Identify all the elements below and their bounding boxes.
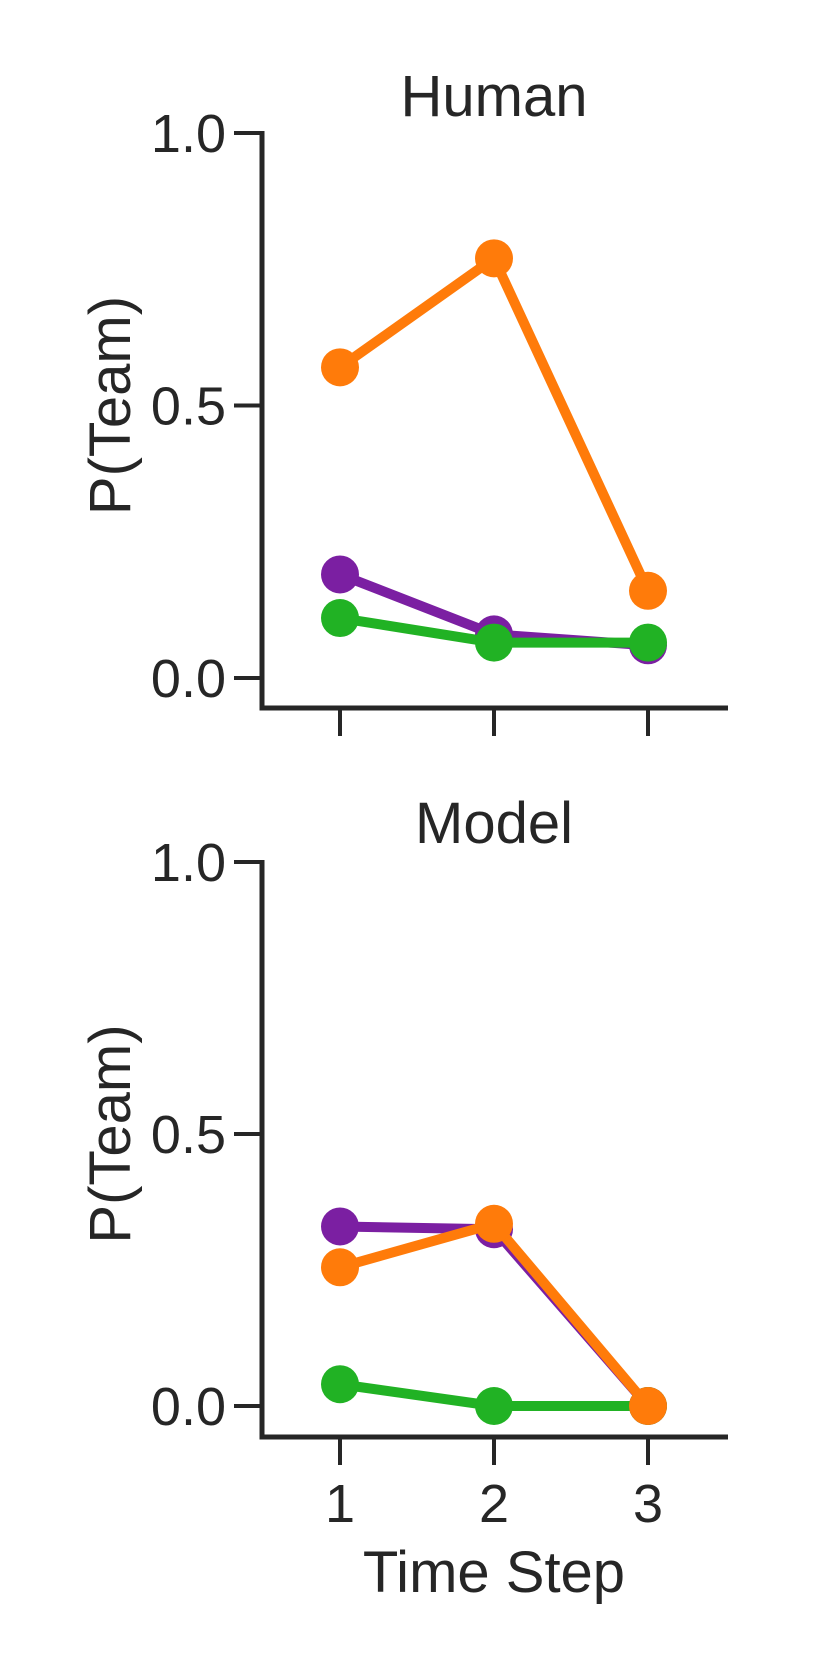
data-point [629, 1387, 667, 1425]
panel-human: Human 0.0 0.5 1.0 P(Team) [78, 64, 728, 736]
y-tick-label: 0.5 [151, 1105, 226, 1165]
y-axis-label: P(Team) [78, 296, 143, 515]
panel-title: Model [415, 791, 573, 856]
y-tick-label: 1.0 [151, 833, 226, 893]
y-tick-label: 0.5 [151, 377, 226, 437]
series-2 [321, 239, 667, 610]
y-tick-label: 0.0 [151, 649, 226, 709]
y-tick-label: 1.0 [151, 104, 226, 164]
series-1 [321, 599, 667, 662]
data-point [321, 348, 359, 387]
data-point [475, 1204, 513, 1243]
x-tick-label: 1 [325, 1474, 355, 1534]
data-point [475, 239, 513, 278]
data-point [321, 1248, 359, 1287]
y-axis-label: P(Team) [78, 1024, 143, 1243]
data-point [475, 1387, 513, 1425]
y-tick-label: 0.0 [151, 1377, 226, 1437]
data-point [321, 1365, 359, 1404]
series-line [335, 253, 653, 596]
x-tick-label: 3 [633, 1474, 663, 1534]
x-tick-label: 2 [479, 1474, 509, 1534]
data-point [321, 555, 359, 594]
data-point [629, 623, 667, 662]
data-point [321, 599, 359, 638]
panel-title: Human [401, 64, 588, 129]
data-point [321, 1207, 359, 1246]
series-2 [321, 1204, 667, 1425]
series-line [335, 1218, 653, 1411]
data-point [629, 571, 667, 610]
x-axis-label: Time Step [363, 1540, 625, 1605]
data-point [475, 623, 513, 662]
